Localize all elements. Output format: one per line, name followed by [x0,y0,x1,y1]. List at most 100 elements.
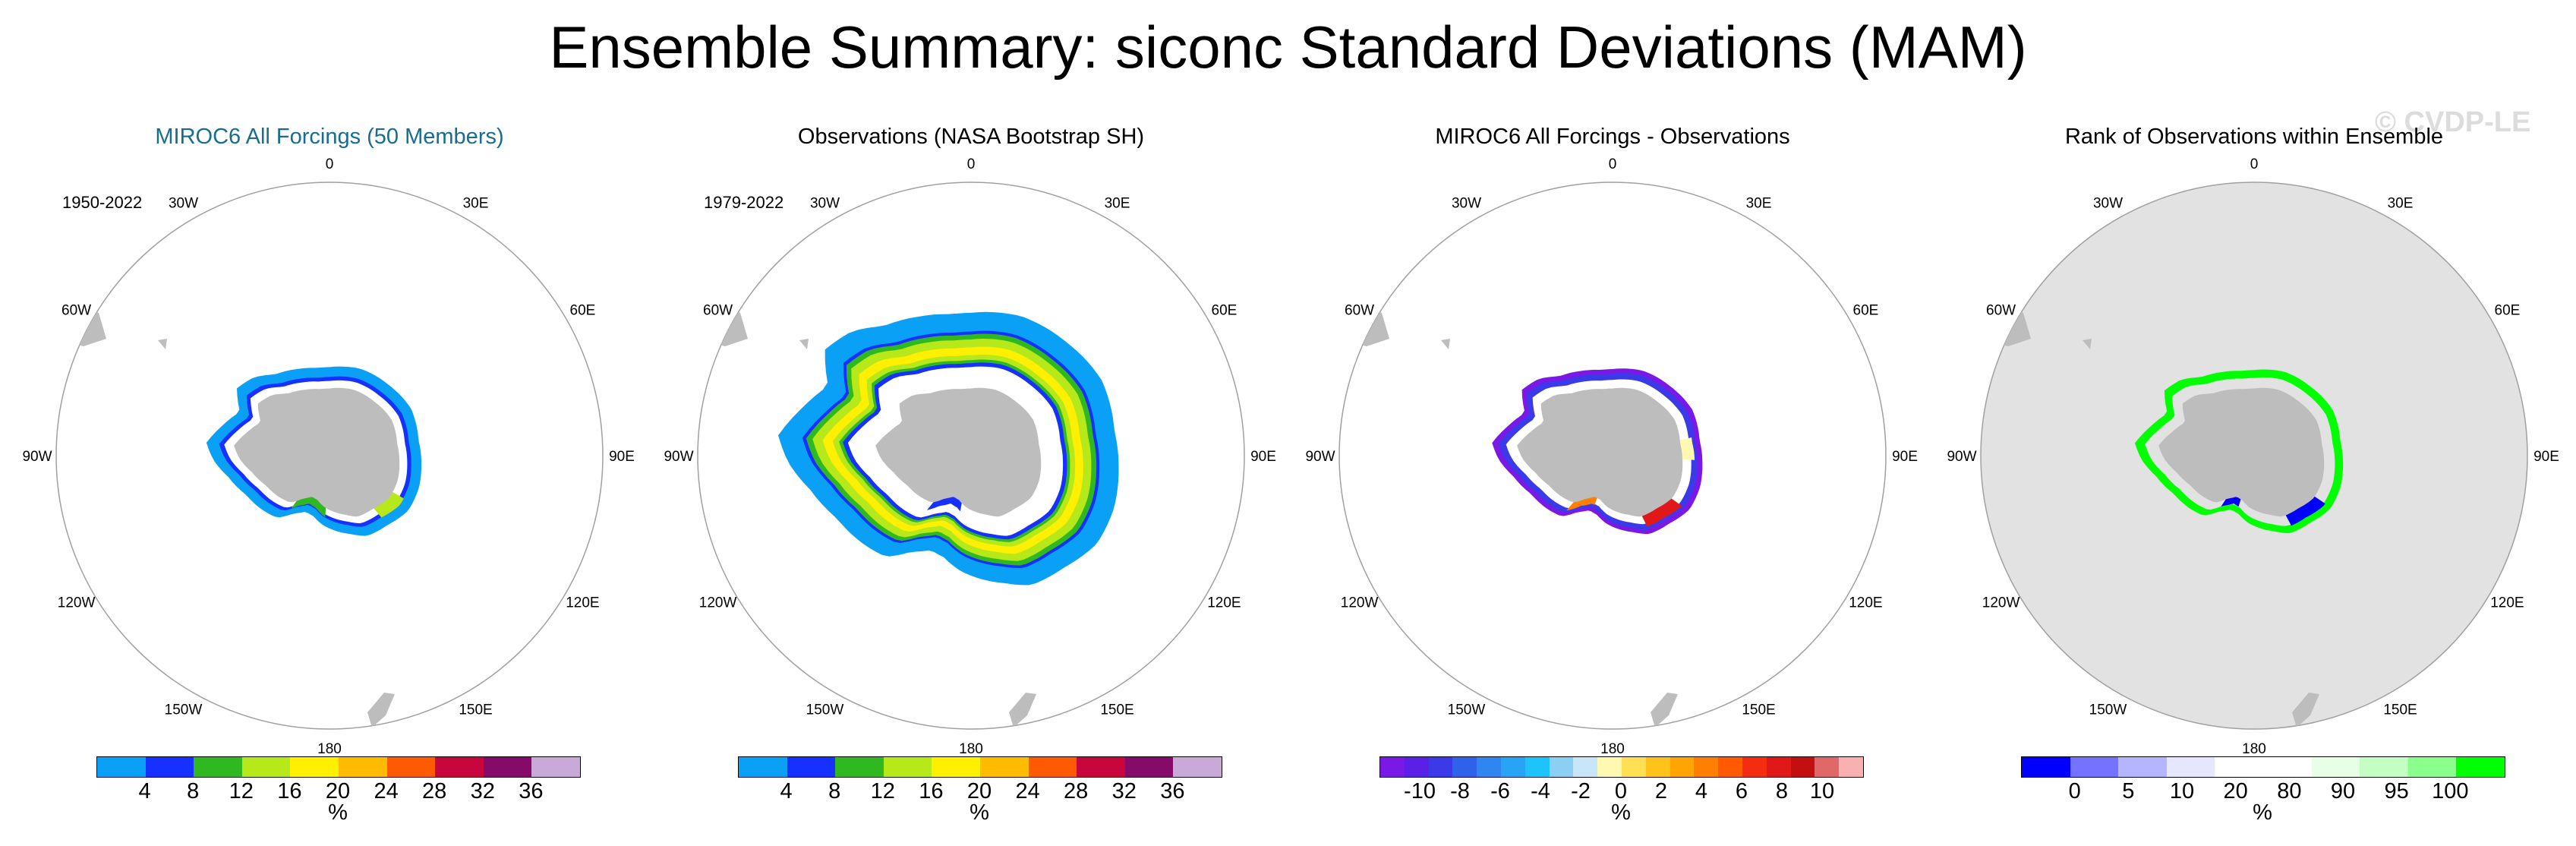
sea-ice-patch [1679,437,1695,460]
colorbar-swatch [2215,757,2263,777]
longitude-label: 60W [61,303,91,319]
colorbar-swatch [739,757,787,777]
longitude-label: 30W [169,196,198,212]
colorbar-swatch [1839,757,1863,777]
longitude-label: 90W [1947,449,1976,465]
longitude-label: 150E [1742,702,1775,718]
colorbar-swatch [787,757,836,777]
longitude-label: 60W [703,303,733,319]
sea-ice-patch [373,491,404,518]
colorbar-swatch [1815,757,1840,777]
panel-title: Rank of Observations within Ensemble [2064,125,2444,149]
colorbar-tick-label: 0 [1614,779,1628,803]
south-georgia-landmass [2083,339,2092,349]
colorbar-swatch [1742,757,1767,777]
colorbar-swatch [1718,757,1742,777]
new-zealand-landmass [2292,693,2319,728]
colorbar-tick-label: 5 [2122,779,2135,803]
antarctica-landmass [875,387,1042,517]
colorbar-tick-label: 10 [2169,779,2195,803]
longitude-label: 150E [2383,702,2417,718]
colorbar-tick-label: 90 [2330,779,2356,803]
colorbar-swatch [1524,757,1550,777]
colorbar-swatch [883,757,932,777]
panel-observations: Observations (NASA Bootstrap SH) 1979-20… [649,114,1293,846]
colorbar-units: % [1611,800,1631,825]
longitude-label: 180 [959,741,983,757]
colorbar [1379,756,1864,778]
longitude-label: 90W [22,449,52,465]
colorbar-swatch [241,757,291,777]
panel-years: 1979-2022 [704,193,784,212]
colorbar-swatch [932,757,980,777]
longitude-label: 180 [2242,741,2266,757]
colorbar-swatch [386,757,436,777]
colorbar-swatch [2407,757,2457,777]
polar-map: 0 30E 60E 90E 120E 150E 180 150W 120W 90W 60W 30W [22,156,635,757]
colorbar-swatch [1645,757,1670,777]
colorbar-swatch [338,757,387,777]
longitude-label: 90W [1305,449,1335,465]
colorbar-tick-label: 6 [1735,779,1748,803]
colorbar-swatch [835,757,884,777]
colorbar-tick-label: 95 [2384,779,2409,803]
colorbar-units: % [2253,800,2272,825]
panel-title: Observations (NASA Bootstrap SH) [797,125,1145,149]
colorbar-swatch [2311,757,2360,777]
colorbar-tick-label: -2 [1571,779,1591,803]
colorbar [2021,756,2505,778]
colorbar-swatch [1694,757,1719,777]
longitude-label: 60E [570,303,596,319]
colorbar-ticks: 4 8 12 16 20 24 28 32 36 [96,779,579,810]
colorbar-tick-label: 16 [919,779,944,803]
colorbar-tick-label: 8 [1775,779,1789,803]
colorbar-swatch [1790,757,1815,777]
longitude-label: 60E [1212,303,1238,319]
longitude-label: 120W [699,595,737,611]
colorbar-swatch [1573,757,1598,777]
longitude-label: 90E [1250,449,1276,465]
colorbar-swatch [1380,757,1405,777]
longitude-label: 90E [609,449,635,465]
colorbar-swatch [1766,757,1791,777]
colorbar-swatch [1500,757,1525,777]
colorbar-swatch [2118,757,2167,777]
longitude-label: 120E [1207,595,1241,611]
south-georgia-landmass [1441,339,1450,349]
colorbar-swatch [2360,757,2408,777]
sea-ice-patch [1641,498,1682,527]
antarctica-landmass [2158,387,2325,517]
colorbar-swatch [2166,757,2215,777]
colorbar [96,756,581,778]
colorbar-tick-label: 16 [277,779,302,803]
new-zealand-landmass [367,693,395,728]
panel-model: MIROC6 All Forcings (50 Members) 1950-20… [8,114,651,846]
longitude-label: 0 [967,156,976,172]
colorbar-swatch [483,757,532,777]
colorbar-swatch [145,757,194,777]
colorbar-tick-label: 80 [2277,779,2302,803]
longitude-label: 90W [664,449,693,465]
longitude-label: 150E [459,702,492,718]
colorbar-tick-label: 32 [1111,779,1137,803]
longitude-label: 150W [1448,702,1486,718]
colorbar-swatch [1670,757,1695,777]
colorbar-tick-label: 10 [1809,779,1835,803]
longitude-label: 90E [2533,449,2559,465]
south-georgia-landmass [158,339,167,349]
colorbar-tick-label: 20 [966,779,992,803]
longitude-label: 120W [1341,595,1379,611]
longitude-label: 150W [2089,702,2127,718]
colorbar-swatch [1452,757,1477,777]
colorbar-tick-label: 28 [1064,779,1089,803]
longitude-label: 60W [1986,303,2016,319]
longitude-label: 120W [58,595,96,611]
colorbar-tick-label: 100 [2432,779,2469,803]
longitude-label: 30E [2388,196,2414,212]
colorbar-swatch [1404,757,1429,777]
colorbar-swatch [1477,757,1501,777]
longitude-label: 60E [2495,303,2521,319]
colorbar-tick-label: 8 [187,779,200,803]
colorbar-tick-label: 36 [1160,779,1185,803]
panel-years: 1950-2022 [62,193,143,212]
